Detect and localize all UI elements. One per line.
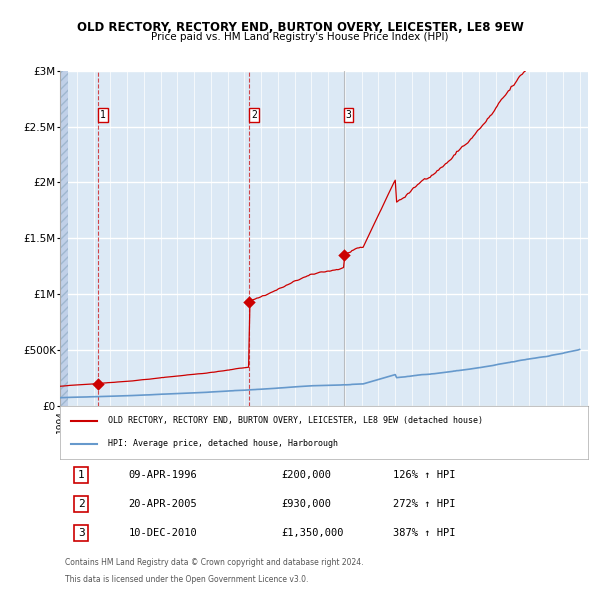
Text: 2: 2 bbox=[78, 499, 85, 509]
Text: £1,350,000: £1,350,000 bbox=[282, 528, 344, 538]
Text: This data is licensed under the Open Government Licence v3.0.: This data is licensed under the Open Gov… bbox=[65, 575, 308, 584]
Text: 1: 1 bbox=[78, 470, 85, 480]
Text: 2: 2 bbox=[251, 110, 257, 120]
Bar bbox=[60, 71, 68, 406]
Text: £930,000: £930,000 bbox=[282, 499, 332, 509]
Point bbox=[339, 250, 349, 260]
Text: HPI: Average price, detached house, Harborough: HPI: Average price, detached house, Harb… bbox=[107, 440, 338, 448]
Text: 1: 1 bbox=[100, 110, 106, 120]
Point bbox=[245, 297, 254, 307]
Text: 3: 3 bbox=[346, 110, 352, 120]
Text: OLD RECTORY, RECTORY END, BURTON OVERY, LEICESTER, LE8 9EW (detached house): OLD RECTORY, RECTORY END, BURTON OVERY, … bbox=[107, 416, 482, 425]
Text: 272% ↑ HPI: 272% ↑ HPI bbox=[392, 499, 455, 509]
Text: OLD RECTORY, RECTORY END, BURTON OVERY, LEICESTER, LE8 9EW: OLD RECTORY, RECTORY END, BURTON OVERY, … bbox=[77, 21, 523, 34]
Text: 10-DEC-2010: 10-DEC-2010 bbox=[128, 528, 197, 538]
Text: 20-APR-2005: 20-APR-2005 bbox=[128, 499, 197, 509]
Text: 3: 3 bbox=[78, 528, 85, 538]
Text: 387% ↑ HPI: 387% ↑ HPI bbox=[392, 528, 455, 538]
Point bbox=[93, 379, 103, 388]
Text: 126% ↑ HPI: 126% ↑ HPI bbox=[392, 470, 455, 480]
Text: 09-APR-1996: 09-APR-1996 bbox=[128, 470, 197, 480]
Text: Contains HM Land Registry data © Crown copyright and database right 2024.: Contains HM Land Registry data © Crown c… bbox=[65, 558, 364, 567]
Text: Price paid vs. HM Land Registry's House Price Index (HPI): Price paid vs. HM Land Registry's House … bbox=[151, 32, 449, 42]
Text: £200,000: £200,000 bbox=[282, 470, 332, 480]
